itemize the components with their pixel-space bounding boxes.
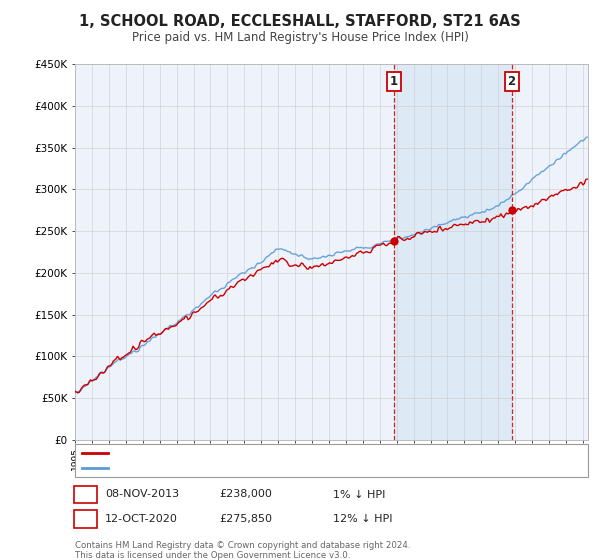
Text: HPI: Average price, detached house, Stafford: HPI: Average price, detached house, Staf… <box>111 463 335 473</box>
Text: 1: 1 <box>82 488 89 501</box>
Text: Contains HM Land Registry data © Crown copyright and database right 2024.
This d: Contains HM Land Registry data © Crown c… <box>75 541 410 560</box>
Text: £275,850: £275,850 <box>219 514 272 524</box>
Text: 2: 2 <box>82 512 89 525</box>
Text: £238,000: £238,000 <box>219 489 272 500</box>
Text: 08-NOV-2013: 08-NOV-2013 <box>105 489 179 500</box>
Text: 1, SCHOOL ROAD, ECCLESHALL, STAFFORD, ST21 6AS: 1, SCHOOL ROAD, ECCLESHALL, STAFFORD, ST… <box>79 14 521 29</box>
Text: 1: 1 <box>390 74 398 87</box>
Text: 1, SCHOOL ROAD, ECCLESHALL, STAFFORD, ST21 6AS (detached house): 1, SCHOOL ROAD, ECCLESHALL, STAFFORD, ST… <box>111 448 470 458</box>
Text: 12-OCT-2020: 12-OCT-2020 <box>105 514 178 524</box>
Text: 2: 2 <box>508 74 516 87</box>
Text: 12% ↓ HPI: 12% ↓ HPI <box>333 514 392 524</box>
Text: 1% ↓ HPI: 1% ↓ HPI <box>333 489 385 500</box>
Text: Price paid vs. HM Land Registry's House Price Index (HPI): Price paid vs. HM Land Registry's House … <box>131 31 469 44</box>
Bar <box>394 64 512 440</box>
